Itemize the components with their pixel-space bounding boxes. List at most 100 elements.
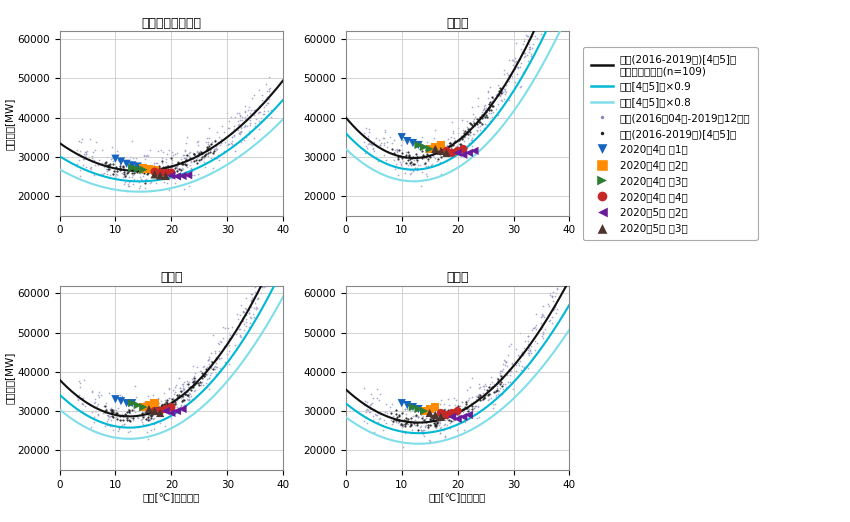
Point xyxy=(176,384,190,393)
Point xyxy=(71,156,85,164)
Point xyxy=(232,109,246,117)
Point xyxy=(465,409,479,417)
Point xyxy=(396,422,410,430)
Point xyxy=(236,309,250,317)
Point xyxy=(474,119,488,127)
Point xyxy=(482,389,496,398)
Point xyxy=(231,121,245,129)
Point xyxy=(505,72,518,80)
Point xyxy=(122,407,136,416)
Point xyxy=(521,57,535,65)
Point xyxy=(184,389,197,398)
Point xyxy=(536,313,550,321)
Point xyxy=(481,87,495,96)
Point xyxy=(502,96,515,104)
Point xyxy=(259,282,273,290)
Point xyxy=(467,110,480,118)
Point xyxy=(196,362,210,371)
Point xyxy=(496,97,509,105)
Point xyxy=(210,363,224,372)
Point xyxy=(518,37,531,45)
Point xyxy=(431,157,445,165)
Point xyxy=(487,388,501,397)
Point xyxy=(366,412,380,421)
Point xyxy=(85,157,99,165)
Point xyxy=(261,107,275,115)
Point xyxy=(131,422,145,431)
Point xyxy=(143,416,156,424)
Point xyxy=(88,407,102,415)
Point xyxy=(531,328,545,337)
Point xyxy=(535,310,548,318)
Point xyxy=(360,406,373,414)
Point xyxy=(138,177,151,185)
Point xyxy=(101,161,115,170)
Point xyxy=(71,160,84,168)
Point xyxy=(195,369,208,377)
Point xyxy=(455,140,468,149)
Point xyxy=(224,129,238,137)
Point xyxy=(429,413,443,422)
Point xyxy=(456,408,469,416)
Point xyxy=(455,147,468,155)
Point xyxy=(499,383,513,391)
Point xyxy=(150,402,164,411)
Point xyxy=(177,395,190,404)
Point xyxy=(428,417,442,425)
Point xyxy=(400,164,413,172)
Point xyxy=(446,140,460,149)
Point xyxy=(543,291,557,300)
Point xyxy=(415,408,428,417)
Point xyxy=(238,308,252,316)
Point xyxy=(204,140,218,148)
Point xyxy=(228,147,241,156)
Point xyxy=(202,374,216,382)
Point xyxy=(121,416,134,424)
Point xyxy=(523,347,536,355)
Point xyxy=(390,147,404,155)
Point xyxy=(433,148,446,157)
Point xyxy=(246,293,260,301)
Point xyxy=(450,426,464,434)
Point xyxy=(179,150,193,159)
Point xyxy=(159,169,173,177)
Point xyxy=(253,108,267,116)
Point xyxy=(415,426,428,434)
Point xyxy=(445,409,458,418)
Point xyxy=(135,411,149,419)
Point xyxy=(396,443,410,452)
Point xyxy=(381,412,394,420)
Point xyxy=(453,140,467,149)
Point xyxy=(426,428,439,436)
Point xyxy=(255,90,269,99)
Point xyxy=(133,177,146,186)
Point xyxy=(77,376,91,385)
Point xyxy=(153,405,167,413)
Point xyxy=(379,419,393,427)
Point xyxy=(138,179,151,187)
Point xyxy=(93,393,106,401)
Point xyxy=(203,147,217,156)
Point xyxy=(462,125,476,134)
Point xyxy=(447,151,461,159)
Point xyxy=(502,77,516,85)
Point xyxy=(419,413,433,422)
Point xyxy=(526,352,540,361)
Point xyxy=(222,347,235,355)
Point xyxy=(261,281,275,289)
Point xyxy=(208,154,222,162)
Point xyxy=(153,409,167,417)
Point xyxy=(361,132,375,140)
Point xyxy=(475,108,489,116)
Point xyxy=(528,334,541,342)
Point xyxy=(405,153,418,162)
Point xyxy=(206,148,219,157)
Point xyxy=(168,407,182,416)
Point xyxy=(458,127,472,135)
Point xyxy=(163,167,177,175)
Point xyxy=(452,413,466,422)
Point xyxy=(175,159,189,167)
Point xyxy=(495,89,508,98)
Point xyxy=(483,100,496,109)
Point xyxy=(479,379,492,388)
